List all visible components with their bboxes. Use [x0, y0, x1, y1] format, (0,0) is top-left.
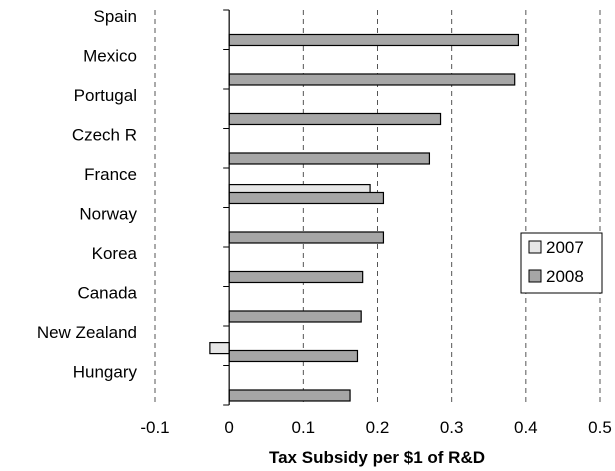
- x-tick-label: 0: [224, 418, 233, 437]
- x-tick-label: 0.2: [366, 418, 390, 437]
- category-labels: Spain Mexico Portugal Czech R France Norway Ko…: [37, 7, 138, 382]
- category-label: New Zealand: [37, 323, 137, 342]
- legend-label-2007: 2007: [546, 238, 584, 257]
- category-label: Portugal: [74, 86, 137, 105]
- x-tick-labels: -0.1 0 0.1 0.2 0.3 0.4 0.5: [140, 418, 611, 437]
- legend: 2007 2008: [520, 232, 603, 294]
- x-tick-label: 0.1: [292, 418, 316, 437]
- x-tick-label: 0.3: [440, 418, 464, 437]
- bar-2007: [209, 341, 230, 355]
- x-tick-label: 0.4: [514, 418, 538, 437]
- category-label: Canada: [77, 283, 137, 302]
- bar-2008: [228, 33, 520, 47]
- bars: [209, 33, 520, 402]
- bar-2008: [228, 231, 385, 244]
- legend-swatch-2008: [528, 269, 542, 283]
- bar-2008: [228, 112, 442, 126]
- bar-2008: [228, 349, 359, 363]
- bar-2008: [228, 191, 385, 205]
- category-label: Czech R: [72, 125, 137, 144]
- category-label: Spain: [94, 7, 137, 26]
- legend-swatch-2007: [528, 240, 542, 254]
- y-axis: [223, 9, 230, 406]
- category-label: Hungary: [73, 362, 138, 381]
- category-label: Korea: [92, 244, 138, 263]
- bar-2008: [228, 310, 362, 323]
- category-label: Norway: [79, 204, 137, 223]
- x-tick-label: -0.1: [140, 418, 169, 437]
- legend-label-2008: 2008: [546, 267, 584, 286]
- category-label: France: [84, 165, 137, 184]
- bar-2008: [228, 389, 351, 402]
- bar-2008: [228, 73, 516, 86]
- bar-2008: [228, 270, 364, 284]
- category-label: Mexico: [83, 46, 137, 65]
- x-axis-title: Tax Subsidy per $1 of R&D: [269, 448, 485, 467]
- bar-2008: [228, 152, 431, 165]
- x-tick-label: 0.5: [588, 418, 612, 437]
